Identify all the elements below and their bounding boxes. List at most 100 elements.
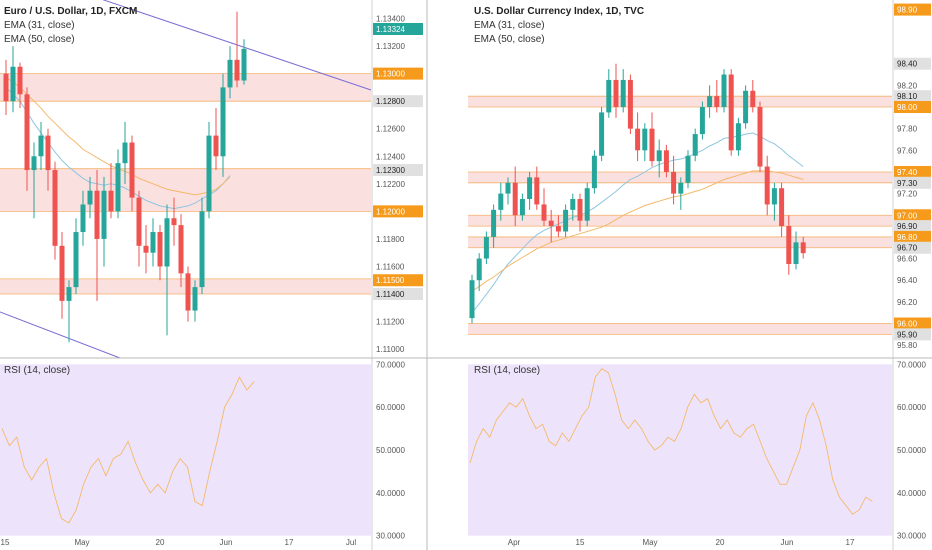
- dxy-ema31-label: EMA (31, close): [474, 20, 545, 31]
- rsi-tick-label: 30.0000: [897, 532, 926, 541]
- candle-up: [519, 199, 525, 216]
- x-tick-label: 20: [716, 538, 725, 547]
- price-tick-label: 1.11800: [376, 235, 405, 244]
- candle-down: [779, 188, 785, 227]
- candle-up: [38, 135, 44, 157]
- rsi-tick-label: 40.0000: [897, 489, 926, 498]
- price-tag-label: 95.90: [897, 330, 918, 339]
- candle-down: [512, 182, 518, 216]
- candle-down: [786, 226, 792, 264]
- candle-up: [220, 87, 226, 157]
- price-tag-label: 1.12800: [376, 97, 405, 106]
- price-tag: [894, 230, 931, 243]
- candle-up: [685, 155, 691, 183]
- candle-down: [534, 177, 540, 205]
- price-tag-label: 1.13324: [376, 25, 405, 34]
- candle-down: [663, 150, 669, 172]
- x-tick-label: May: [74, 538, 89, 547]
- candle-up: [31, 156, 37, 171]
- candle-up: [115, 163, 121, 212]
- price-tag-label: 98.00: [897, 103, 918, 112]
- candle-down: [213, 135, 219, 157]
- eurusd-rsi-legend[interactable]: RSI (14, close): [4, 364, 70, 378]
- candle-down: [541, 204, 547, 221]
- candle-up: [599, 112, 605, 156]
- sr-zone: [468, 96, 892, 108]
- x-tick-label: 17: [285, 538, 294, 547]
- candle-up: [563, 209, 569, 232]
- price-tick-label: 1.11600: [376, 262, 405, 271]
- candle-up: [527, 177, 533, 200]
- x-tick-label: 20: [156, 538, 165, 547]
- eurusd-ema50-label: EMA (50, close): [4, 34, 75, 45]
- x-tick-label: 17: [846, 538, 855, 547]
- price-tag: [894, 90, 931, 103]
- candle-down: [59, 245, 65, 301]
- candle-up: [66, 287, 72, 301]
- price-tick-label: 96.40: [897, 276, 918, 285]
- sr-zone: [0, 168, 371, 212]
- rsi-tick-label: 50.0000: [376, 446, 405, 455]
- price-tick-label: 97.60: [897, 146, 918, 155]
- price-tag-label: 98.40: [897, 60, 918, 69]
- candle-up: [150, 232, 156, 253]
- candle-up: [498, 193, 504, 210]
- candle-down: [649, 128, 655, 162]
- eurusd-legend[interactable]: Euro / U.S. Dollar, 1D, FXCM EMA (31, cl…: [4, 5, 137, 47]
- candle-up: [591, 155, 597, 189]
- price-tag: [894, 209, 931, 222]
- price-tag: [894, 165, 931, 178]
- candle-up: [87, 190, 93, 205]
- candle-up: [743, 90, 749, 124]
- rsi-axis: [372, 358, 424, 550]
- price-tag-label: 1.11500: [376, 276, 405, 285]
- candle-down: [185, 273, 191, 311]
- candle-down: [234, 59, 240, 81]
- price-tick-label: 1.11200: [376, 318, 405, 327]
- candle-down: [129, 142, 135, 198]
- price-tag: [373, 164, 423, 177]
- candle-down: [635, 128, 641, 151]
- candle-up: [491, 209, 497, 237]
- candle-down: [764, 166, 770, 205]
- trendline: [0, 311, 121, 359]
- candle-down: [757, 107, 763, 167]
- price-tag-label: 97.00: [897, 211, 918, 220]
- dxy-legend[interactable]: U.S. Dollar Currency Index, 1D, TVC EMA …: [474, 5, 644, 47]
- price-tag: [894, 57, 931, 70]
- candle-up: [199, 211, 205, 288]
- sr-zone: [468, 215, 892, 227]
- candle-down: [52, 170, 58, 246]
- price-tick-label: 1.12600: [376, 125, 405, 134]
- dxy-rsi-legend[interactable]: RSI (14, close): [474, 364, 540, 378]
- eurusd-title: Euro / U.S. Dollar, 1D, FXCM: [4, 6, 138, 17]
- sr-zone: [468, 236, 892, 248]
- candle-down: [157, 232, 163, 267]
- candle-down: [171, 218, 177, 226]
- candle-up: [164, 218, 170, 267]
- candle-up: [735, 123, 741, 151]
- candle-down: [613, 79, 619, 108]
- x-tick-label: 15: [1, 538, 10, 547]
- price-tag-label: 96.90: [897, 222, 918, 231]
- price-tag-label: 1.13000: [376, 70, 405, 79]
- price-tag: [894, 101, 931, 114]
- candle-down: [24, 94, 30, 171]
- rsi-tick-label: 60.0000: [376, 403, 405, 412]
- rsi-tick-label: 70.0000: [376, 360, 405, 369]
- rsi-band: [0, 364, 371, 536]
- candle-up: [483, 236, 489, 259]
- price-tag: [373, 22, 423, 35]
- price-tag-label: 96.80: [897, 233, 918, 242]
- sr-zone: [468, 171, 892, 183]
- candle-down: [45, 135, 51, 171]
- candle-up: [678, 182, 684, 194]
- price-tag: [894, 317, 931, 330]
- candle-up: [80, 204, 86, 233]
- rsi-line: [1, 376, 255, 524]
- candle-up: [570, 199, 576, 210]
- price-tag: [373, 67, 423, 80]
- candle-up: [476, 258, 482, 281]
- rsi-tick-label: 50.0000: [897, 446, 926, 455]
